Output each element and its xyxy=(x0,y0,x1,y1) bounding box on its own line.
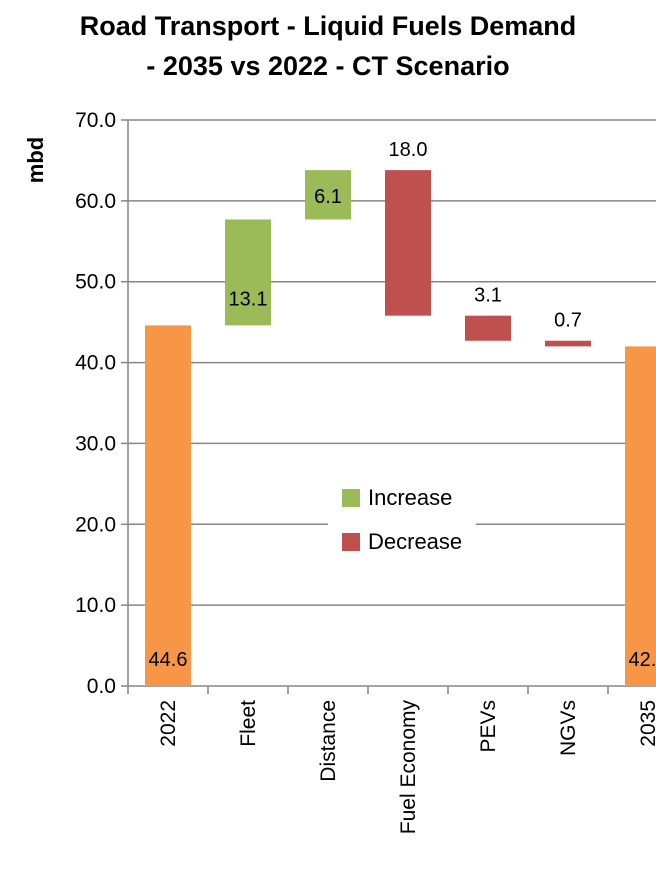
data-labels: 44.6 13.1 6.1 18.0 3.1 0.7 42.0 xyxy=(149,139,656,671)
bar-2035 xyxy=(625,346,656,686)
chart-title-line-2: - 2035 vs 2022 - CT Scenario xyxy=(146,51,510,81)
x-tick-label: Distance xyxy=(317,700,340,782)
bars xyxy=(145,170,656,686)
x-tick-label: Fuel Economy xyxy=(397,700,420,835)
x-tick-label: PEVs xyxy=(477,700,500,753)
y-tick-label: 10.0 xyxy=(75,594,116,617)
legend: Increase Decrease xyxy=(328,477,476,567)
y-tick-label: 70.0 xyxy=(75,109,116,132)
y-axis-label: mbd xyxy=(23,137,48,183)
bar-pevs xyxy=(465,315,511,341)
x-tick-label: NGVs xyxy=(557,700,580,756)
chart-title: Road Transport - Liquid Fuels Demand - 2… xyxy=(0,6,656,86)
y-tick-label: 30.0 xyxy=(75,432,116,455)
bar-2022 xyxy=(145,325,191,686)
bar-fuel-economy xyxy=(385,170,431,316)
data-label: 44.6 xyxy=(149,649,188,671)
data-label: 18.0 xyxy=(389,139,428,161)
x-tick-label: Fleet xyxy=(237,700,260,747)
data-label: 13.1 xyxy=(229,288,268,310)
gridlines xyxy=(128,119,656,606)
axes: 0.0 10.0 20.0 30.0 40.0 50.0 60.0 70.0 2022 Fleet… xyxy=(75,109,656,834)
legend-label-increase: Increase xyxy=(368,485,452,510)
chart-title-line-1: Road Transport - Liquid Fuels Demand xyxy=(79,11,577,41)
bar-ngvs xyxy=(545,340,591,347)
data-label: 3.1 xyxy=(474,285,502,307)
y-tick-label: 50.0 xyxy=(75,271,116,294)
bar-fleet xyxy=(225,219,271,326)
data-label: 0.7 xyxy=(554,310,582,332)
legend-swatch-decrease xyxy=(342,533,360,551)
bar-distance xyxy=(305,170,351,220)
y-tick-label: 60.0 xyxy=(75,190,116,213)
data-label: 6.1 xyxy=(314,186,342,208)
legend-label-decrease: Decrease xyxy=(368,529,462,554)
y-tick-label: 40.0 xyxy=(75,352,116,375)
legend-swatch-increase xyxy=(342,489,360,507)
y-tick-label: 20.0 xyxy=(75,513,116,536)
x-tick-label: 2022 xyxy=(157,700,180,747)
data-label: 42.0 xyxy=(629,649,656,671)
y-tick-label: 0.0 xyxy=(87,675,116,698)
x-tick-label: 2035 xyxy=(637,700,656,747)
